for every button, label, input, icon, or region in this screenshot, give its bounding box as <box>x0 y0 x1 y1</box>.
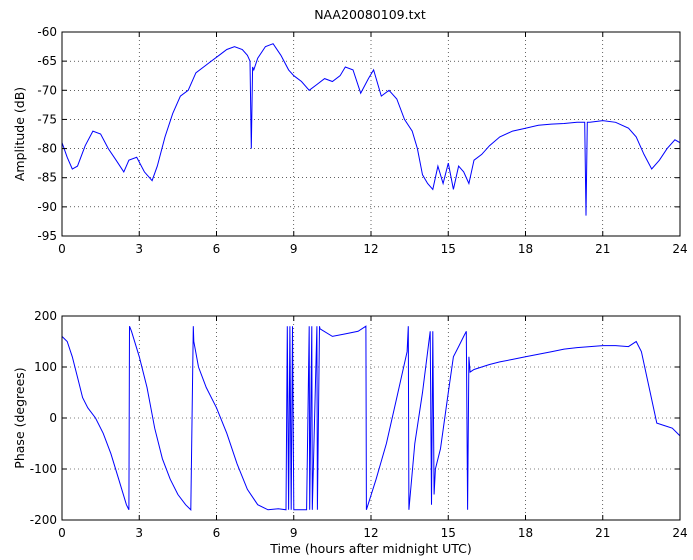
x-tick-label: 0 <box>58 526 66 540</box>
x-tick-label: 3 <box>135 526 143 540</box>
x-tick-label: 9 <box>290 242 298 256</box>
y-tick-label: -200 <box>30 513 57 527</box>
y-tick-label: -80 <box>37 142 57 156</box>
y-tick-label: 0 <box>49 411 57 425</box>
x-tick-label: 18 <box>518 526 533 540</box>
y-tick-label: -100 <box>30 462 57 476</box>
x-tick-label: 18 <box>518 242 533 256</box>
x-tick-label: 21 <box>595 526 610 540</box>
y-tick-label: -75 <box>37 112 57 126</box>
x-tick-label: 12 <box>363 526 378 540</box>
chart-title: NAA20080109.txt <box>314 7 426 22</box>
y-tick-label: -90 <box>37 200 57 214</box>
x-tick-label: 15 <box>441 526 456 540</box>
y-tick-label: 100 <box>34 360 57 374</box>
x-tick-label: 12 <box>363 242 378 256</box>
y-tick-label: -70 <box>37 83 57 97</box>
y-tick-label: -65 <box>37 54 57 68</box>
x-tick-label: 6 <box>213 242 221 256</box>
y-tick-label: -95 <box>37 229 57 243</box>
y-axis-label: Phase (degrees) <box>12 367 27 468</box>
x-axis-label: Time (hours after midnight UTC) <box>269 541 471 556</box>
y-tick-label: -60 <box>37 25 57 39</box>
x-tick-label: 21 <box>595 242 610 256</box>
y-tick-label: 200 <box>34 309 57 323</box>
series-line-0 <box>61 325 681 511</box>
x-tick-label: 24 <box>672 526 687 540</box>
phase-axes: 0 3 6 9 12 15 18 21 24 -200 -100 0 100 200 Phase (degr… <box>12 309 688 556</box>
y-axis-label: Amplitude (dB) <box>12 87 27 181</box>
x-tick-label: 15 <box>441 242 456 256</box>
x-tick-label: 0 <box>58 242 66 256</box>
x-tick-label: 3 <box>135 242 143 256</box>
x-tick-label: 6 <box>213 526 221 540</box>
series-line-0 <box>61 43 681 216</box>
amplitude-axes: 0 3 6 9 12 15 18 21 24 -95 -90 -85 -80 -75 -70 -65 -60 Am… <box>12 25 688 256</box>
y-tick-label: -85 <box>37 171 57 185</box>
x-tick-label: 24 <box>672 242 687 256</box>
x-tick-label: 9 <box>290 526 298 540</box>
